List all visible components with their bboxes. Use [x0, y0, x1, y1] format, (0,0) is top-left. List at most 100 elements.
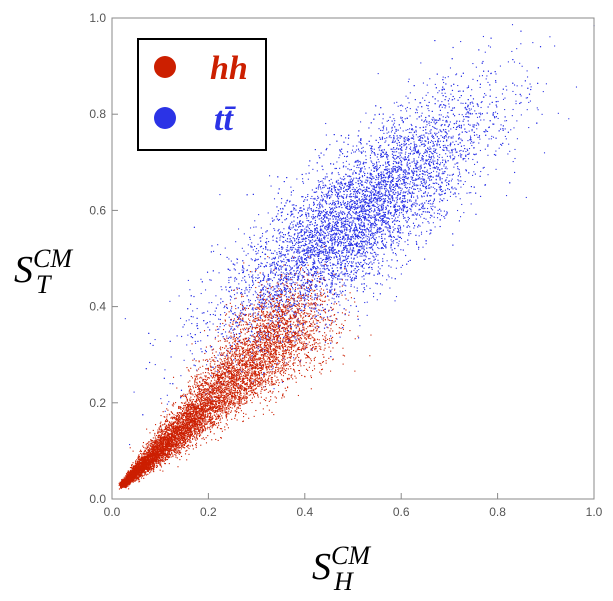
scatter-point-tt	[382, 233, 384, 235]
scatter-point-tt	[357, 217, 359, 219]
scatter-point-tt	[389, 175, 391, 177]
scatter-point-tt	[312, 264, 314, 266]
scatter-point-tt	[245, 288, 247, 290]
scatter-point-tt	[364, 201, 366, 203]
scatter-point-tt	[391, 126, 393, 128]
scatter-point-tt	[338, 301, 340, 303]
scatter-point-tt	[325, 122, 327, 125]
scatter-point-tt	[325, 279, 327, 281]
scatter-point-tt	[455, 140, 457, 142]
scatter-point-tt	[332, 237, 334, 239]
scatter-point-tt	[335, 213, 338, 215]
scatter-point-tt	[436, 152, 438, 154]
scatter-point-tt	[405, 148, 407, 151]
scatter-point-tt	[450, 136, 452, 138]
scatter-point-tt	[273, 388, 275, 390]
scatter-point-tt	[372, 185, 374, 187]
scatter-point-tt	[382, 128, 385, 130]
scatter-point-tt	[330, 237, 332, 239]
scatter-point-tt	[474, 110, 476, 112]
scatter-point-tt	[402, 130, 404, 132]
scatter-point-tt	[431, 203, 433, 205]
scatter-point-tt	[328, 324, 331, 326]
scatter-point-tt	[330, 306, 332, 308]
scatter-point-tt	[409, 92, 411, 94]
scatter-point-tt	[424, 192, 426, 194]
scatter-point-tt	[309, 272, 311, 274]
scatter-point-tt	[542, 91, 544, 93]
scatter-point-tt	[343, 235, 345, 237]
scatter-point-tt	[307, 252, 309, 254]
scatter-point-tt	[298, 236, 301, 239]
scatter-point-tt	[256, 248, 258, 250]
scatter-point-tt	[368, 191, 370, 193]
scatter-point-tt	[409, 153, 411, 155]
scatter-point-tt	[304, 298, 306, 300]
scatter-point-tt	[354, 202, 357, 204]
scatter-point-tt	[339, 154, 341, 156]
scatter-point-tt	[346, 194, 348, 196]
scatter-point-tt	[418, 151, 420, 153]
scatter-point-tt	[395, 213, 397, 215]
scatter-point-tt	[160, 398, 162, 400]
scatter-point-tt	[405, 207, 407, 209]
scatter-point-tt	[323, 194, 325, 196]
scatter-point-tt	[419, 145, 421, 147]
scatter-point-tt	[438, 138, 440, 140]
scatter-point-tt	[278, 257, 280, 259]
scatter-point-tt	[413, 182, 415, 184]
scatter-point-tt	[431, 152, 433, 154]
scatter-point-tt	[344, 202, 347, 204]
scatter-point-tt	[359, 249, 361, 251]
scatter-point-tt	[366, 182, 368, 184]
scatter-point-tt	[371, 200, 373, 202]
scatter-point-tt	[430, 157, 432, 159]
scatter-point-tt	[413, 138, 415, 140]
scatter-point-tt	[373, 194, 375, 197]
scatter-point-tt	[392, 148, 394, 150]
scatter-point-tt	[301, 283, 303, 286]
scatter-point-tt	[458, 180, 460, 182]
scatter-point-tt	[338, 263, 340, 265]
scatter-point-tt	[311, 233, 313, 235]
scatter-point-tt	[344, 289, 346, 292]
scatter-point-tt	[377, 173, 379, 175]
scatter-point-tt	[401, 183, 403, 185]
scatter-point-tt	[318, 203, 320, 205]
scatter-point-tt	[285, 268, 287, 270]
scatter-point-tt	[260, 330, 262, 332]
scatter-point-tt	[358, 218, 360, 220]
scatter-point-tt	[395, 169, 397, 172]
scatter-point-tt	[243, 268, 245, 270]
scatter-point-tt	[375, 242, 377, 244]
scatter-point-tt	[268, 293, 270, 295]
scatter-point-tt	[365, 231, 367, 233]
scatter-point-tt	[300, 229, 302, 231]
scatter-point-tt	[369, 220, 371, 222]
scatter-point-tt	[495, 81, 497, 83]
scatter-point-tt	[342, 236, 344, 238]
scatter-point-tt	[368, 239, 370, 241]
scatter-point-tt	[316, 286, 318, 288]
scatter-point-tt	[312, 168, 314, 170]
scatter-point-tt	[340, 241, 342, 243]
scatter-point-tt	[429, 172, 431, 174]
scatter-point-tt	[369, 227, 371, 229]
scatter-point-tt	[513, 61, 516, 63]
scatter-point-tt	[250, 303, 252, 305]
scatter-point-tt	[353, 188, 355, 190]
scatter-point-tt	[331, 288, 333, 290]
scatter-point-tt	[373, 262, 375, 264]
scatter-point-tt	[370, 160, 372, 162]
scatter-point-tt	[298, 225, 300, 228]
scatter-point-tt	[334, 227, 336, 229]
scatter-point-tt	[416, 173, 418, 176]
scatter-point-tt	[471, 113, 474, 115]
scatter-point-tt	[325, 185, 327, 187]
scatter-point-tt	[297, 251, 299, 253]
scatter-point-tt	[223, 325, 225, 327]
scatter-point-tt	[312, 290, 314, 292]
scatter-point-tt	[372, 296, 375, 298]
scatter-point-tt	[225, 289, 227, 291]
scatter-point-tt	[414, 188, 416, 190]
